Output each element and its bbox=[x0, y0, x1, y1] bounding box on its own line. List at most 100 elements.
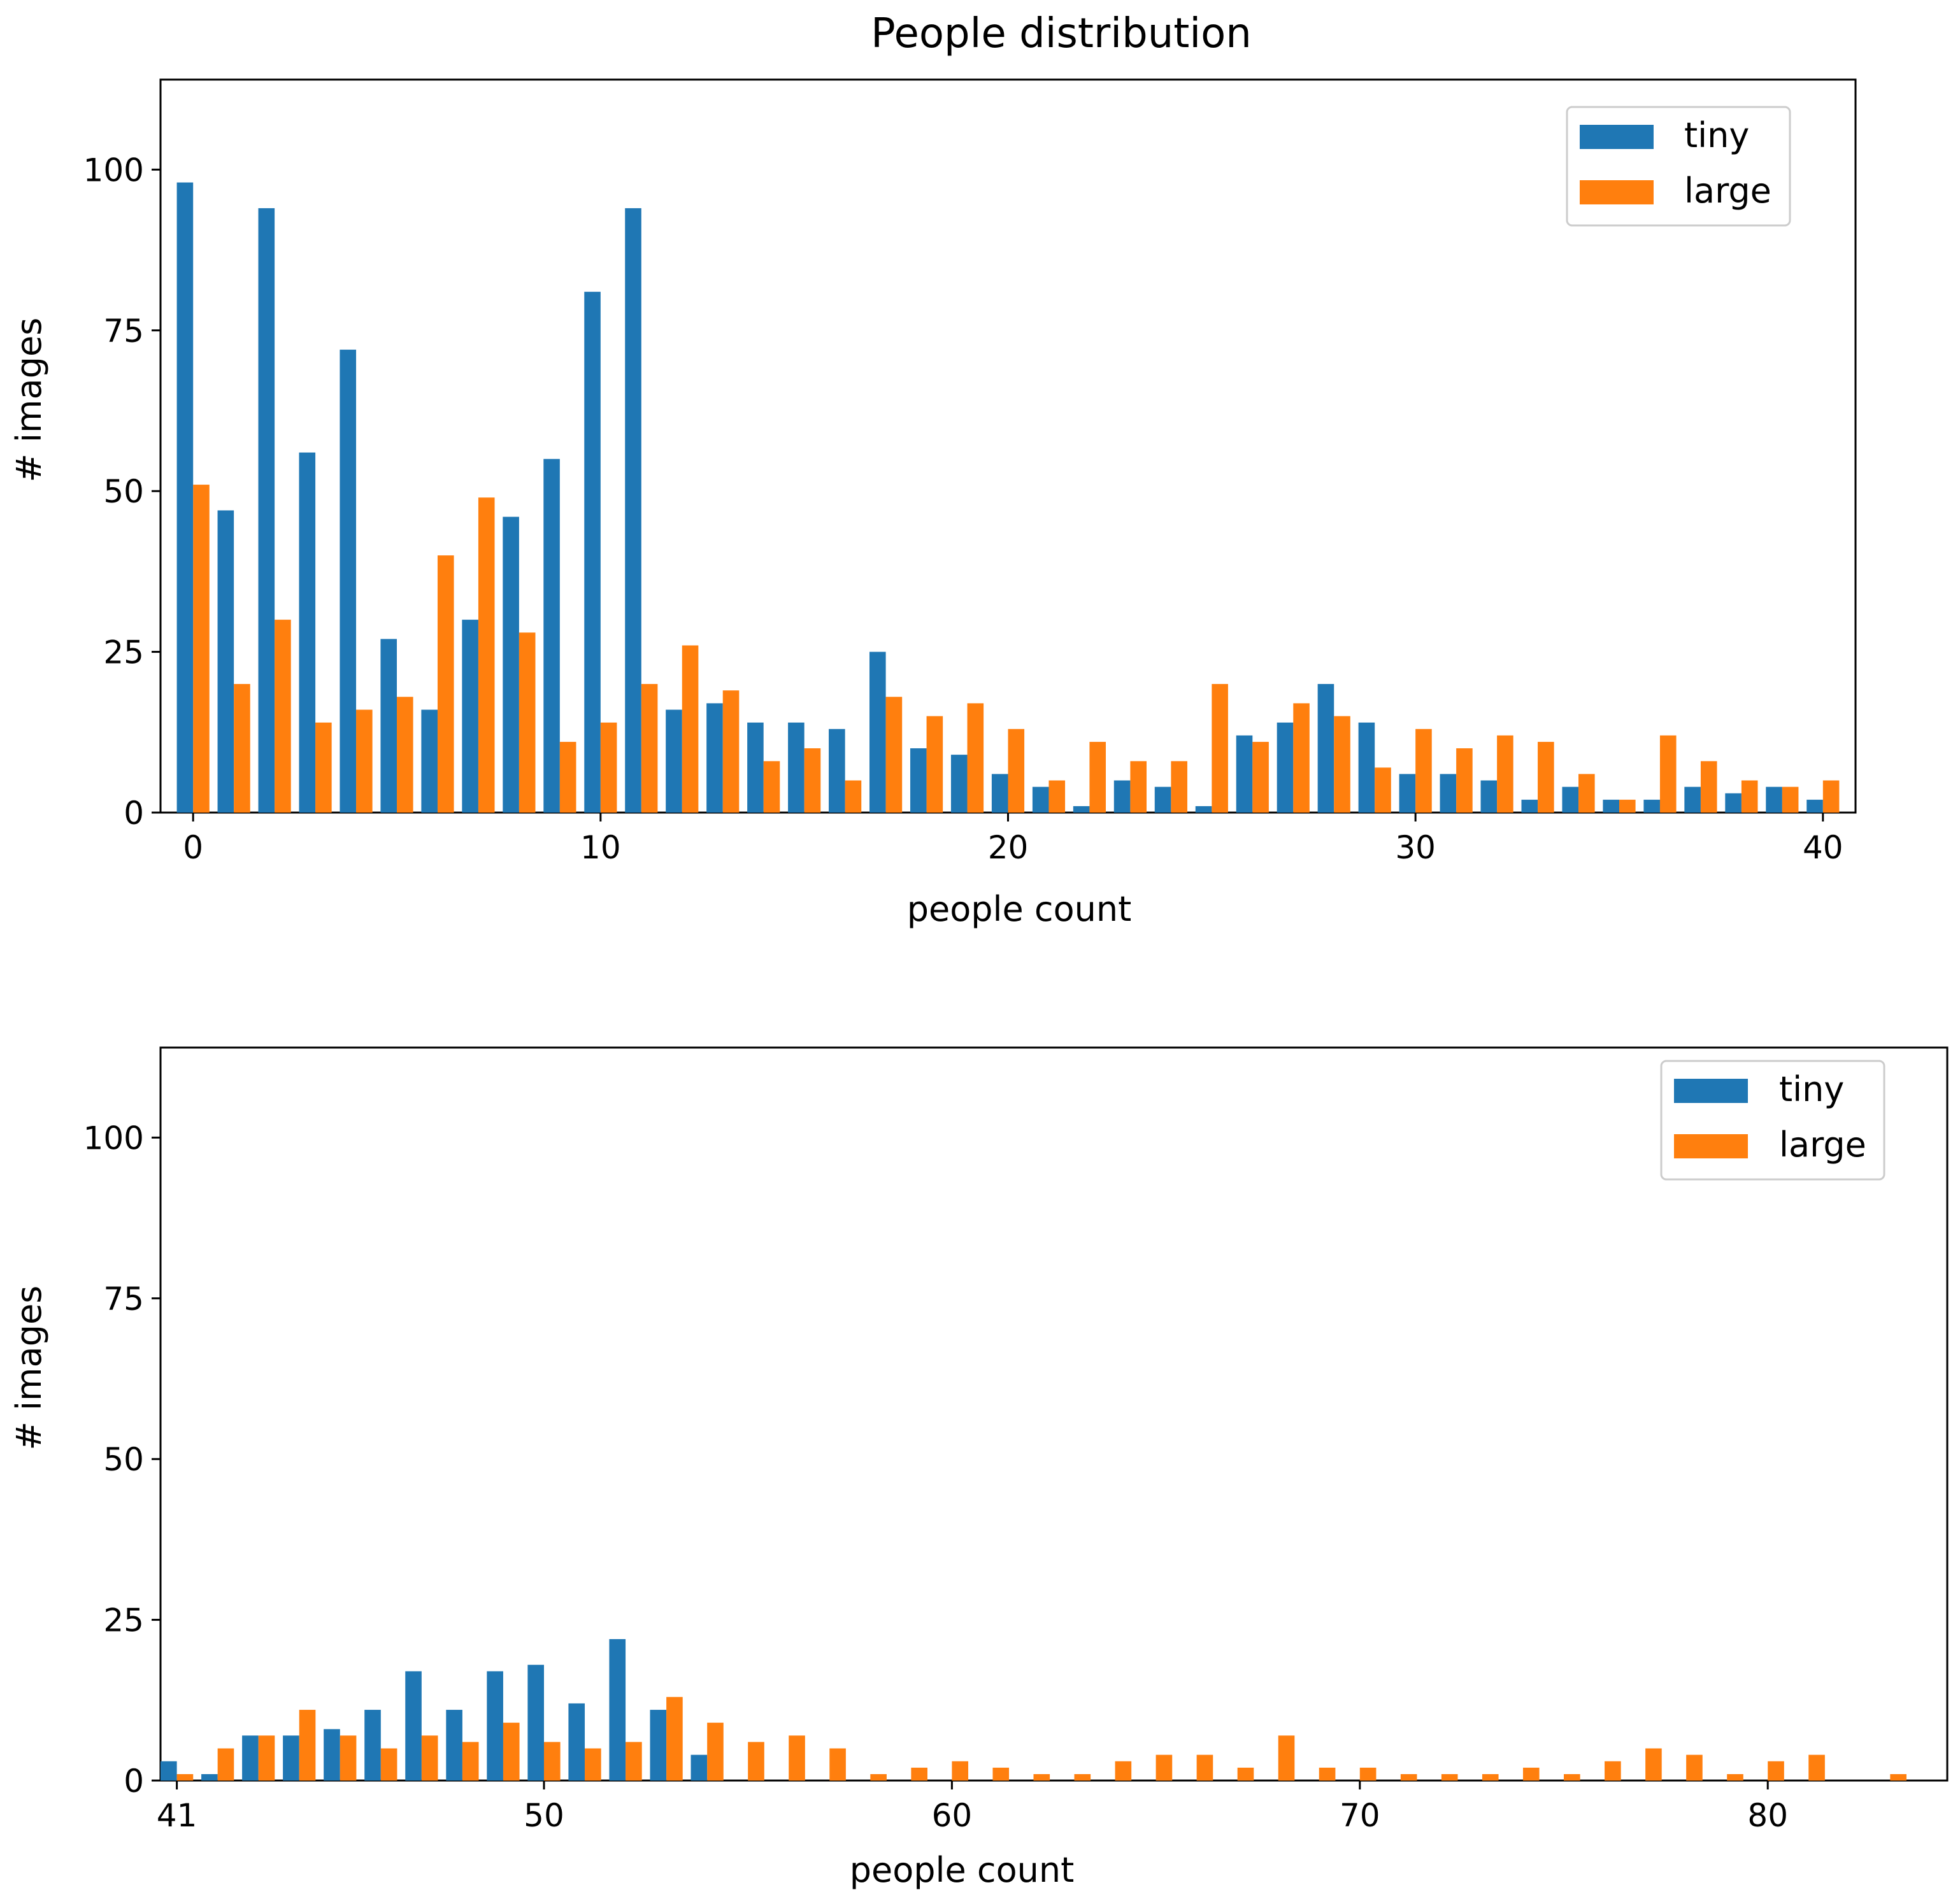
bar-large-41-bottom bbox=[176, 1774, 194, 1781]
bar-large-61-bottom bbox=[992, 1767, 1010, 1781]
bar-tiny-40-top bbox=[1806, 799, 1823, 813]
bar-large-77-bottom bbox=[1645, 1748, 1662, 1781]
bar-large-22-top bbox=[1089, 741, 1106, 813]
bar-large-29-top bbox=[1375, 767, 1391, 813]
bar-large-27-top bbox=[1293, 703, 1310, 813]
y-tick-label-75-bottom: 75 bbox=[103, 1281, 144, 1318]
bar-tiny-2-top bbox=[258, 208, 275, 813]
bar-large-28-top bbox=[1334, 716, 1350, 813]
bar-large-5-top bbox=[397, 697, 413, 813]
bar-tiny-3-top bbox=[299, 452, 316, 813]
legend-label-tiny-bottom: tiny bbox=[1779, 1069, 1844, 1109]
x-tick-label-80-bottom: 80 bbox=[1747, 1797, 1788, 1834]
bar-tiny-4-top bbox=[340, 350, 357, 813]
bar-tiny-54-bottom bbox=[690, 1754, 708, 1781]
bar-large-73-bottom bbox=[1482, 1774, 1499, 1781]
bar-large-30-top bbox=[1415, 729, 1432, 813]
bar-tiny-36-top bbox=[1643, 799, 1660, 813]
y-tick-label-25-bottom: 25 bbox=[103, 1602, 144, 1639]
x-tick-label-0-top: 0 bbox=[183, 829, 203, 866]
bar-large-67-bottom bbox=[1237, 1767, 1254, 1781]
bar-tiny-22-top bbox=[1073, 806, 1090, 813]
bar-tiny-49-bottom bbox=[487, 1671, 503, 1781]
bar-large-70-bottom bbox=[1359, 1767, 1377, 1781]
legend-top: tiny large bbox=[1566, 106, 1791, 227]
bar-large-49-bottom bbox=[503, 1723, 520, 1781]
chart-title: People distribution bbox=[871, 10, 1252, 57]
bar-tiny-51-bottom bbox=[568, 1703, 585, 1781]
bar-large-17-top bbox=[885, 697, 903, 813]
bar-tiny-14-top bbox=[747, 722, 764, 813]
bar-large-42-bottom bbox=[217, 1748, 234, 1781]
bar-tiny-32-top bbox=[1480, 780, 1498, 813]
bar-tiny-6-top bbox=[421, 709, 438, 813]
legend-swatch-tiny-top bbox=[1580, 125, 1654, 149]
x-axis-label-top: people count bbox=[907, 889, 1132, 929]
bar-tiny-12-top bbox=[666, 709, 682, 813]
ticks-bottom: 41 50 60 70 80 0 25 50 75 100 bbox=[83, 1120, 1788, 1834]
x-tick-label-30-top: 30 bbox=[1395, 829, 1436, 866]
bar-large-80-bottom bbox=[1768, 1761, 1784, 1781]
bar-large-57-bottom bbox=[829, 1748, 846, 1781]
bar-large-53-bottom bbox=[666, 1696, 683, 1781]
bar-tiny-52-bottom bbox=[609, 1639, 626, 1781]
bar-tiny-39-top bbox=[1766, 786, 1782, 813]
legend-swatch-tiny-bottom bbox=[1674, 1079, 1748, 1103]
bar-large-44-bottom bbox=[299, 1709, 316, 1781]
x-tick-label-40-top: 40 bbox=[1803, 829, 1843, 866]
bar-large-36-top bbox=[1659, 735, 1677, 813]
bar-tiny-46-bottom bbox=[364, 1709, 381, 1781]
bar-tiny-0-top bbox=[176, 182, 194, 813]
legend-swatch-large-top bbox=[1580, 180, 1654, 204]
bar-large-35-top bbox=[1619, 799, 1636, 813]
bar-large-65-bottom bbox=[1155, 1754, 1173, 1781]
bar-tiny-35-top bbox=[1603, 799, 1619, 813]
bar-large-50-bottom bbox=[543, 1742, 561, 1781]
bar-tiny-7-top bbox=[462, 620, 478, 813]
bar-large-4-top bbox=[356, 709, 373, 813]
bar-tiny-10-top bbox=[584, 292, 601, 813]
bar-large-34-top bbox=[1578, 774, 1595, 813]
bar-large-48-bottom bbox=[462, 1742, 479, 1781]
bar-large-32-top bbox=[1497, 735, 1513, 813]
bar-tiny-18-top bbox=[910, 748, 927, 813]
bar-large-8-top bbox=[519, 632, 536, 813]
bar-large-58-bottom bbox=[870, 1774, 887, 1781]
x-tick-label-70-bottom: 70 bbox=[1340, 1797, 1380, 1834]
y-tick-label-0-top: 0 bbox=[124, 795, 144, 832]
bar-large-23-top bbox=[1130, 761, 1147, 813]
axes-frame-bottom bbox=[159, 1046, 1949, 1782]
bar-large-63-bottom bbox=[1074, 1774, 1091, 1781]
bar-large-75-bottom bbox=[1564, 1774, 1580, 1781]
bar-tiny-19-top bbox=[950, 755, 968, 813]
y-tick-label-100-bottom: 100 bbox=[83, 1120, 144, 1156]
bar-large-68-bottom bbox=[1278, 1735, 1295, 1781]
bar-tiny-31-top bbox=[1440, 774, 1457, 813]
bar-tiny-13-top bbox=[706, 703, 723, 813]
bar-large-16-top bbox=[845, 780, 862, 813]
bar-tiny-25-top bbox=[1195, 806, 1212, 813]
x-tick-label-10-top: 10 bbox=[580, 829, 621, 866]
bar-large-47-bottom bbox=[421, 1735, 438, 1781]
bar-large-56-bottom bbox=[789, 1735, 805, 1781]
bar-tiny-37-top bbox=[1684, 786, 1701, 813]
bar-tiny-15-top bbox=[788, 722, 805, 813]
bar-large-69-bottom bbox=[1319, 1767, 1336, 1781]
bar-tiny-33-top bbox=[1521, 799, 1538, 813]
bar-large-43-bottom bbox=[258, 1735, 275, 1781]
bar-large-15-top bbox=[804, 748, 821, 813]
bar-large-11-top bbox=[641, 684, 658, 813]
bar-large-64-bottom bbox=[1115, 1761, 1132, 1781]
bar-large-83-bottom bbox=[1890, 1774, 1906, 1781]
bar-large-20-top bbox=[1008, 729, 1025, 813]
bar-large-40-top bbox=[1822, 780, 1840, 813]
bar-large-19-top bbox=[967, 703, 984, 813]
legend-label-tiny-top: tiny bbox=[1684, 115, 1749, 155]
bar-large-13-top bbox=[722, 690, 740, 813]
bars-bottom bbox=[161, 1639, 1906, 1781]
bar-large-78-bottom bbox=[1686, 1754, 1703, 1781]
bar-large-12-top bbox=[682, 645, 699, 813]
bar-large-55-bottom bbox=[748, 1742, 764, 1781]
bar-large-72-bottom bbox=[1441, 1774, 1458, 1781]
bar-tiny-21-top bbox=[1032, 786, 1049, 813]
